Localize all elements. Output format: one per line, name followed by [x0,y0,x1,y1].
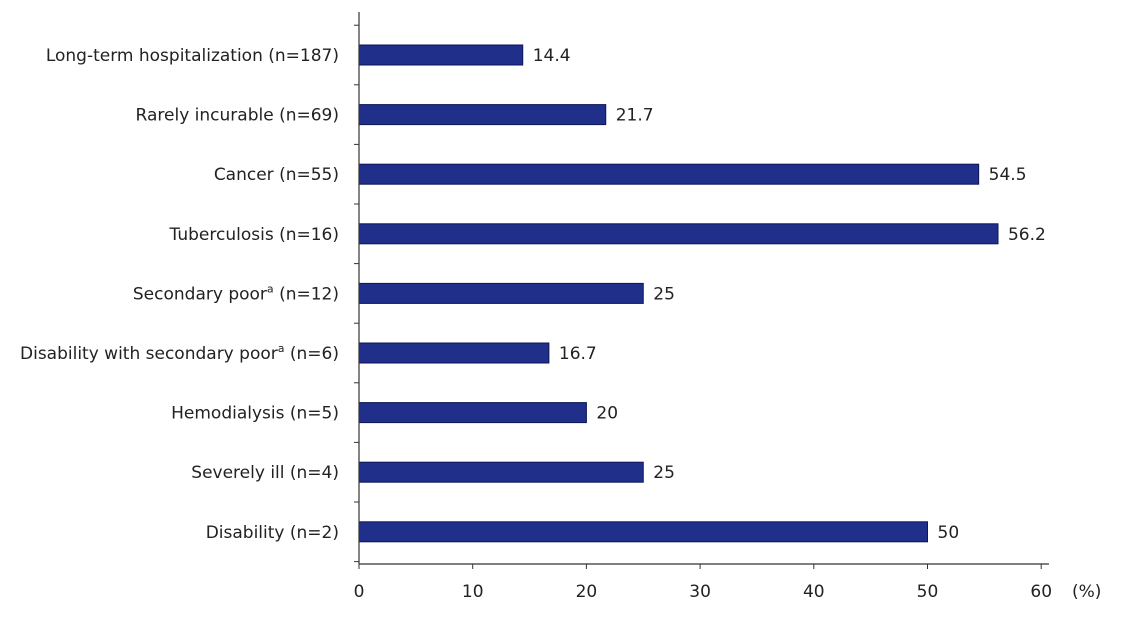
x-tick-label: 60 [1030,582,1052,602]
x-tick-label: 10 [462,582,484,602]
value-labels: 14.4 21.7 54.5 56.2 25 16.7 20 25 50 [533,46,1046,543]
category-labels: Long-term hospitalization (n=187) Rarely … [20,46,339,543]
category-label: Hemodialysis (n=5) [171,404,339,424]
value-label: 14.4 [533,46,571,66]
category-label: Secondary poora (n=12) [133,282,339,304]
category-label: Cancer (n=55) [214,165,339,185]
value-label: 25 [653,284,675,304]
bar [358,461,644,483]
bar [358,104,607,126]
x-tick-label: 30 [689,582,711,602]
value-label: 56.2 [1008,225,1046,245]
category-label: Rarely incurable (n=69) [136,106,339,126]
x-tick-label: 0 [354,582,365,602]
category-label: Disability (n=2) [206,523,339,543]
category-label: Tuberculosis (n=16) [169,225,339,245]
value-label: 20 [596,404,618,424]
value-label: 50 [938,523,960,543]
bar [358,402,587,424]
category-label: Disability with secondary poora (n=6) [20,342,339,364]
bar [358,342,550,364]
axes: 0 10 20 30 40 50 60 (%) [354,12,1101,602]
category-label: Long-term hospitalization (n=187) [46,46,339,66]
value-label: 54.5 [989,165,1027,185]
category-label: Severely ill (n=4) [191,463,339,483]
value-label: 16.7 [559,344,597,364]
bar [358,223,999,245]
value-label: 21.7 [616,106,654,126]
x-tick-label: 20 [576,582,598,602]
bar [358,521,928,543]
bar [358,44,524,66]
bars-layer [358,44,999,543]
x-tick-label: 50 [917,582,939,602]
x-tick-label: 40 [803,582,825,602]
x-unit-label: (%) [1072,582,1101,602]
bar [358,163,980,185]
value-label: 25 [653,463,675,483]
bar [358,282,644,304]
